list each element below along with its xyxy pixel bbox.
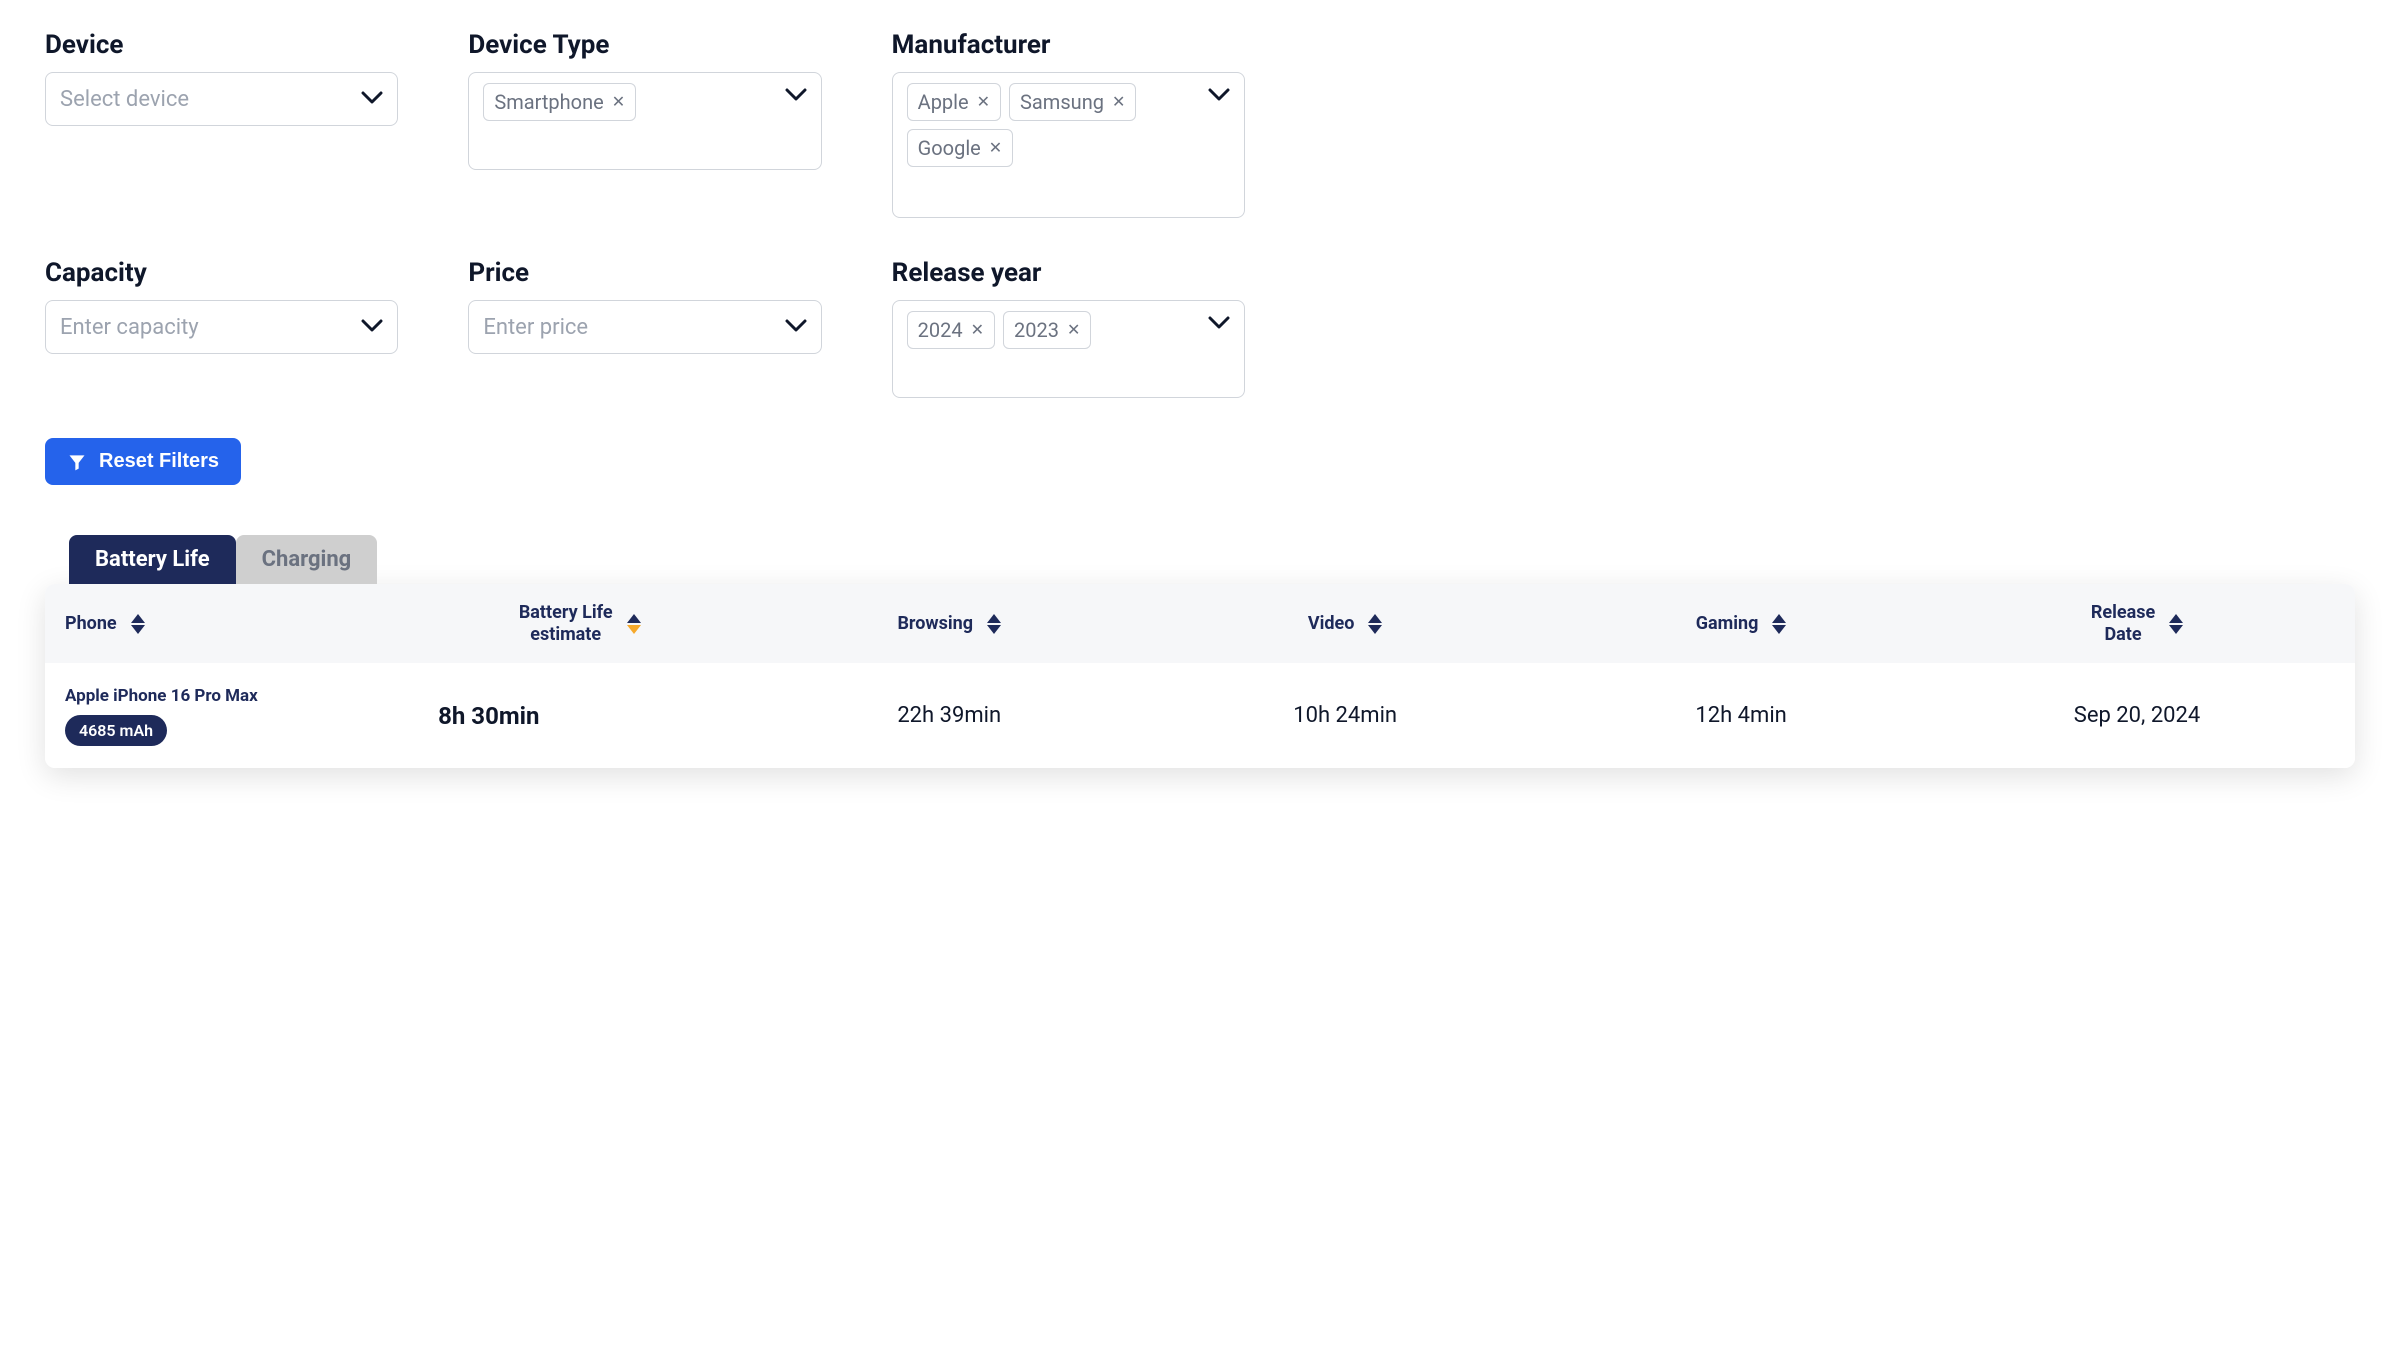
chevron-down-icon [361,318,383,337]
tags-release-year: 2024 ✕ 2023 ✕ [907,311,1198,349]
th-release-date[interactable]: Release Date [1939,602,2335,645]
th-browsing[interactable]: Browsing [751,613,1147,634]
label-device-type: Device Type [468,30,821,60]
select-release-year[interactable]: 2024 ✕ 2023 ✕ [892,300,1245,398]
remove-tag-icon[interactable]: ✕ [989,140,1002,156]
chevron-down-icon [1208,315,1230,334]
tag-2023: 2023 ✕ [1003,311,1091,349]
th-video[interactable]: Video [1147,613,1543,634]
filters-grid: Device Select device Device Type Smartph… [45,30,1245,398]
cell-release-date: Sep 20, 2024 [1939,703,2335,728]
placeholder-price: Enter price [483,315,588,340]
tag-samsung: Samsung ✕ [1009,83,1136,121]
tag-label: Samsung [1020,90,1104,114]
sort-icon [131,614,145,634]
tag-2024: 2024 ✕ [907,311,995,349]
tag-label: Google [918,136,981,160]
cell-gaming: 12h 4min [1543,703,1939,728]
tag-google: Google ✕ [907,129,1014,167]
select-device-type[interactable]: Smartphone ✕ [468,72,821,170]
battery-badge: 4685 mAh [65,715,167,746]
tag-label: 2024 [918,318,963,342]
cell-browsing: 22h 39min [751,703,1147,728]
select-device[interactable]: Select device [45,72,398,126]
th-label: Gaming [1696,613,1759,634]
phone-name[interactable]: Apple iPhone 16 Pro Max [65,685,258,707]
sort-icon [2169,614,2183,634]
filter-capacity: Capacity Enter capacity [45,258,398,398]
reset-filters-label: Reset Filters [99,450,219,473]
select-capacity[interactable]: Enter capacity [45,300,398,354]
th-phone[interactable]: Phone [65,613,408,634]
th-label: Phone [65,613,117,634]
select-price[interactable]: Enter price [468,300,821,354]
sort-icon [1368,614,1382,634]
label-manufacturer: Manufacturer [892,30,1245,60]
label-capacity: Capacity [45,258,398,288]
th-estimate[interactable]: Battery Life estimate [408,602,751,645]
cell-video: 10h 24min [1147,703,1543,728]
remove-tag-icon[interactable]: ✕ [612,94,625,110]
tags-device-type: Smartphone ✕ [483,83,774,121]
sort-icon-active-desc [627,614,641,634]
th-gaming[interactable]: Gaming [1543,613,1939,634]
filter-device: Device Select device [45,30,398,218]
remove-tag-icon[interactable]: ✕ [977,94,990,110]
th-label: Battery Life estimate [519,602,613,645]
label-device: Device [45,30,398,60]
remove-tag-icon[interactable]: ✕ [1112,94,1125,110]
tag-apple: Apple ✕ [907,83,1001,121]
label-price: Price [468,258,821,288]
select-manufacturer[interactable]: Apple ✕ Samsung ✕ Google ✕ [892,72,1245,218]
chevron-down-icon [785,318,807,337]
table-header-row: Phone Battery Life estimate Browsing [45,584,2355,663]
filter-release-year: Release year 2024 ✕ 2023 ✕ [892,258,1245,398]
filter-icon [67,452,87,472]
table-card: Phone Battery Life estimate Browsing [45,584,2355,768]
th-label: Release Date [2091,602,2155,645]
chevron-down-icon [1208,87,1230,106]
tab-battery-life[interactable]: Battery Life [69,535,236,584]
reset-filters-button[interactable]: Reset Filters [45,438,241,485]
remove-tag-icon[interactable]: ✕ [971,322,984,338]
th-label: Video [1308,613,1355,634]
filter-manufacturer: Manufacturer Apple ✕ Samsung ✕ Google ✕ [892,30,1245,218]
tag-label: 2023 [1014,318,1059,342]
table-section: Battery Life Charging Phone Battery Life… [45,535,2355,768]
chevron-down-icon [361,90,383,109]
cell-phone: Apple iPhone 16 Pro Max 4685 mAh [65,685,408,746]
tag-label: Apple [918,90,969,114]
sort-icon [987,614,1001,634]
tabs: Battery Life Charging [69,535,2355,584]
placeholder-capacity: Enter capacity [60,315,199,340]
label-release-year: Release year [892,258,1245,288]
placeholder-device: Select device [60,87,189,112]
table-row: Apple iPhone 16 Pro Max 4685 mAh 8h 30mi… [45,663,2355,768]
remove-tag-icon[interactable]: ✕ [1067,322,1080,338]
tag-smartphone: Smartphone ✕ [483,83,636,121]
tags-manufacturer: Apple ✕ Samsung ✕ Google ✕ [907,83,1198,167]
filter-device-type: Device Type Smartphone ✕ [468,30,821,218]
filter-price: Price Enter price [468,258,821,398]
cell-estimate: 8h 30min [408,702,751,730]
sort-icon [1772,614,1786,634]
th-label: Browsing [897,613,973,634]
chevron-down-icon [785,87,807,106]
tab-charging[interactable]: Charging [236,535,378,584]
tag-label: Smartphone [494,90,603,114]
